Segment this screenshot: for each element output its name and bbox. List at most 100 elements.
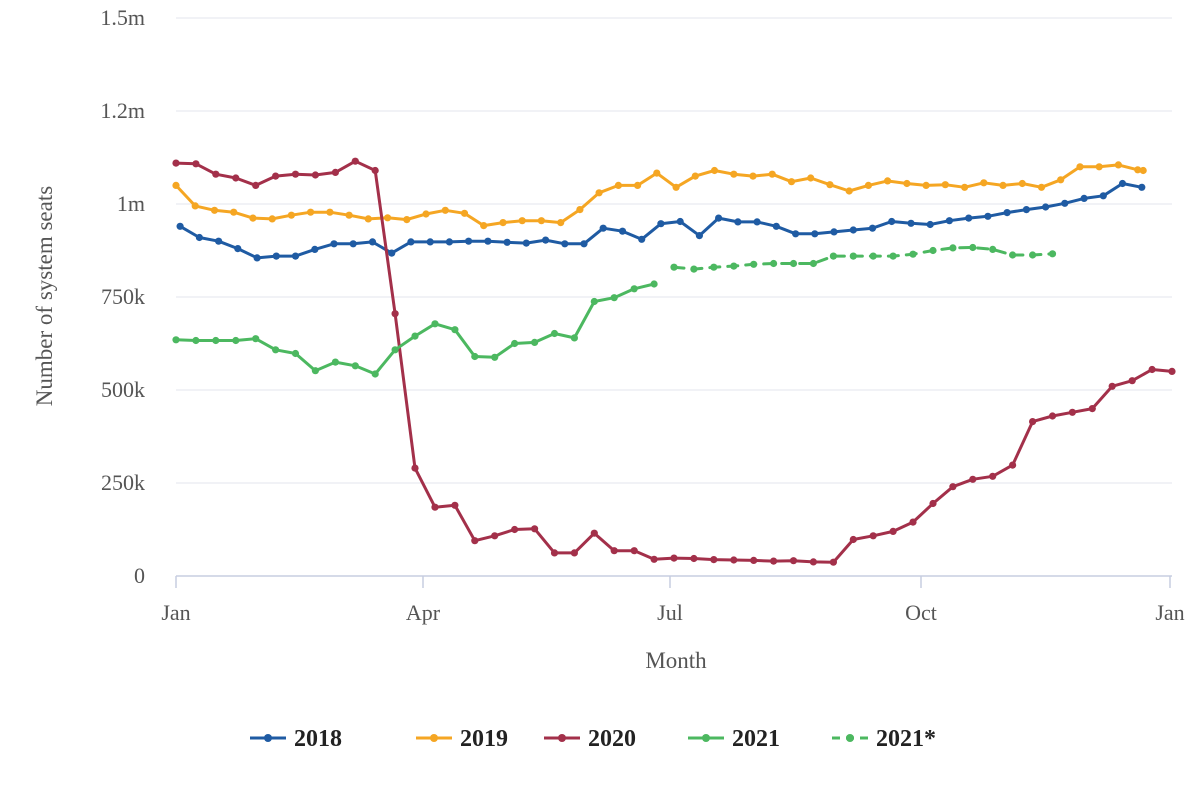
- data-point: [1108, 382, 1116, 390]
- data-point: [426, 238, 434, 246]
- data-point: [811, 230, 819, 238]
- data-point: [984, 212, 992, 220]
- data-point: [311, 367, 319, 375]
- data-point: [307, 208, 315, 216]
- legend-label: 2019: [460, 726, 508, 752]
- data-point: [522, 239, 530, 247]
- x-tick-label: Apr: [406, 600, 441, 625]
- data-point: [691, 172, 699, 180]
- legend-item[interactable]: 2021*: [832, 726, 936, 752]
- data-point: [510, 525, 519, 534]
- data-point: [388, 249, 396, 257]
- data-point: [331, 358, 339, 366]
- data-point: [969, 475, 977, 483]
- data-point: [451, 326, 459, 334]
- data-point: [1009, 251, 1017, 259]
- data-point: [909, 250, 917, 258]
- data-point: [391, 310, 399, 318]
- data-point: [789, 557, 798, 565]
- data-point: [889, 527, 897, 536]
- legend-label: 2018: [294, 726, 342, 752]
- data-point: [471, 352, 479, 361]
- data-point: [471, 537, 479, 545]
- data-point: [1118, 179, 1127, 188]
- data-point: [961, 183, 969, 191]
- data-point: [809, 259, 818, 268]
- data-point: [670, 554, 678, 562]
- legend-marker: [430, 734, 438, 742]
- series-2021-projected: [670, 243, 1057, 273]
- series-line: [174, 163, 1145, 228]
- data-point: [676, 217, 684, 226]
- y-axis-title: Number of system seats: [32, 186, 57, 406]
- data-point: [1148, 365, 1156, 374]
- data-point: [590, 529, 598, 537]
- legend-item[interactable]: 2018: [250, 726, 342, 752]
- data-point: [537, 217, 546, 225]
- data-point: [753, 218, 761, 226]
- data-point: [829, 252, 838, 260]
- series-2020: [172, 157, 1176, 566]
- data-point: [829, 558, 838, 566]
- data-point: [232, 174, 240, 182]
- data-point: [576, 206, 584, 214]
- data-point: [969, 243, 977, 252]
- data-point: [232, 336, 240, 345]
- data-point: [849, 226, 857, 234]
- data-point: [531, 338, 539, 346]
- data-point: [715, 214, 723, 222]
- data-point: [351, 157, 359, 165]
- legend-label: 2021: [732, 726, 780, 752]
- data-point: [1138, 183, 1146, 191]
- data-point: [252, 181, 260, 189]
- data-point: [1080, 194, 1088, 202]
- legend-label: 2021*: [876, 726, 936, 752]
- data-point: [1134, 166, 1142, 174]
- legend-item[interactable]: 2021: [688, 726, 780, 752]
- data-point: [480, 222, 488, 230]
- data-point: [1076, 163, 1084, 171]
- data-point: [422, 210, 430, 218]
- data-point: [234, 245, 242, 253]
- data-point: [1095, 163, 1103, 171]
- data-point: [345, 211, 353, 219]
- data-point: [845, 187, 853, 195]
- data-point: [749, 172, 757, 180]
- data-point: [1128, 377, 1136, 385]
- data-point: [868, 224, 877, 232]
- series-lines: [172, 157, 1176, 566]
- data-point: [750, 556, 758, 565]
- data-point: [291, 252, 300, 260]
- data-point: [1061, 199, 1069, 207]
- data-point: [772, 222, 780, 230]
- data-point: [618, 227, 627, 235]
- data-point: [371, 370, 379, 378]
- data-point: [1068, 408, 1076, 416]
- data-point: [431, 320, 439, 328]
- y-tick-label: 750k: [101, 284, 145, 309]
- data-point: [830, 228, 838, 236]
- legend-item[interactable]: 2019: [416, 726, 508, 752]
- x-axis: [175, 575, 1172, 588]
- legend-item[interactable]: 2020: [544, 726, 636, 752]
- data-point: [809, 558, 818, 566]
- gridlines: [176, 17, 1172, 484]
- data-point: [491, 353, 499, 361]
- data-point: [349, 240, 357, 248]
- data-point: [849, 252, 857, 260]
- series-2019: [172, 161, 1147, 230]
- y-tick-label: 1.2m: [100, 98, 145, 123]
- data-point: [451, 501, 459, 509]
- data-point: [929, 246, 937, 255]
- series-2018: [176, 179, 1146, 262]
- data-point: [1009, 461, 1017, 469]
- data-point: [768, 170, 776, 178]
- data-point: [445, 238, 453, 246]
- data-point: [949, 244, 957, 252]
- data-point: [864, 181, 873, 189]
- data-point: [272, 346, 280, 354]
- data-point: [484, 237, 492, 245]
- data-point: [807, 174, 815, 182]
- data-point: [945, 217, 954, 225]
- data-point: [889, 252, 897, 260]
